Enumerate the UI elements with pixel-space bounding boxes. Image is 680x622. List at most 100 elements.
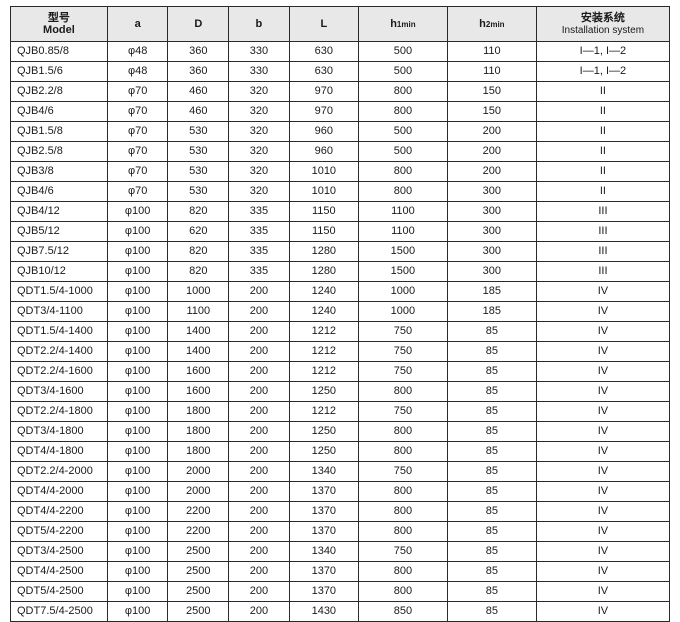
table-row: QDT2.2/4-1800φ1001800200121275085IV bbox=[11, 402, 670, 422]
cell-h1: 1000 bbox=[358, 302, 447, 322]
cell-a: φ100 bbox=[107, 522, 168, 542]
cell-L: 1212 bbox=[289, 402, 358, 422]
cell-model: QDT3/4-1800 bbox=[11, 422, 108, 442]
cell-a: φ100 bbox=[107, 202, 168, 222]
table-row: QDT3/4-1100φ100110020012401000185IV bbox=[11, 302, 670, 322]
cell-inst: III bbox=[536, 222, 669, 242]
cell-L: 1250 bbox=[289, 382, 358, 402]
cell-L: 630 bbox=[289, 42, 358, 62]
table-row: QJB1.5/8φ70530320960500200II bbox=[11, 122, 670, 142]
col-a: a bbox=[107, 7, 168, 42]
cell-model: QDT2.2/4-1800 bbox=[11, 402, 108, 422]
cell-inst: II bbox=[536, 102, 669, 122]
cell-model: QDT3/4-1100 bbox=[11, 302, 108, 322]
cell-b: 200 bbox=[229, 462, 290, 482]
cell-h1: 750 bbox=[358, 342, 447, 362]
cell-L: 1340 bbox=[289, 462, 358, 482]
cell-model: QJB2.2/8 bbox=[11, 82, 108, 102]
cell-model: QDT4/4-2000 bbox=[11, 482, 108, 502]
col-h2-sub: 2min bbox=[486, 20, 505, 29]
cell-inst: IV bbox=[536, 402, 669, 422]
cell-b: 330 bbox=[229, 42, 290, 62]
cell-b: 200 bbox=[229, 482, 290, 502]
cell-L: 1212 bbox=[289, 322, 358, 342]
table-row: QDT1.5/4-1400φ1001400200121275085IV bbox=[11, 322, 670, 342]
cell-b: 335 bbox=[229, 262, 290, 282]
cell-b: 200 bbox=[229, 502, 290, 522]
cell-L: 1370 bbox=[289, 562, 358, 582]
cell-a: φ48 bbox=[107, 62, 168, 82]
cell-inst: IV bbox=[536, 502, 669, 522]
table-row: QDT4/4-2500φ1002500200137080085IV bbox=[11, 562, 670, 582]
cell-inst: IV bbox=[536, 542, 669, 562]
table-body: QJB0.85/8φ48360330630500110I—1, I—2QJB1.… bbox=[11, 42, 670, 622]
cell-b: 320 bbox=[229, 182, 290, 202]
cell-inst: IV bbox=[536, 582, 669, 602]
cell-b: 320 bbox=[229, 122, 290, 142]
cell-inst: IV bbox=[536, 302, 669, 322]
cell-h1: 500 bbox=[358, 142, 447, 162]
col-inst: 安装系统 Installation system bbox=[536, 7, 669, 42]
cell-L: 970 bbox=[289, 82, 358, 102]
cell-h2: 300 bbox=[447, 242, 536, 262]
cell-model: QJB0.85/8 bbox=[11, 42, 108, 62]
col-b: b bbox=[229, 7, 290, 42]
cell-inst: IV bbox=[536, 602, 669, 622]
cell-a: φ100 bbox=[107, 582, 168, 602]
col-inst-en: Installation system bbox=[537, 25, 669, 36]
cell-h2: 85 bbox=[447, 402, 536, 422]
cell-L: 1212 bbox=[289, 342, 358, 362]
table-row: QJB7.5/12φ10082033512801500300III bbox=[11, 242, 670, 262]
cell-D: 1000 bbox=[168, 282, 229, 302]
cell-D: 820 bbox=[168, 242, 229, 262]
cell-h2: 150 bbox=[447, 102, 536, 122]
cell-L: 1370 bbox=[289, 582, 358, 602]
cell-model: QJB7.5/12 bbox=[11, 242, 108, 262]
cell-L: 1370 bbox=[289, 522, 358, 542]
cell-D: 2500 bbox=[168, 602, 229, 622]
cell-D: 460 bbox=[168, 82, 229, 102]
cell-b: 200 bbox=[229, 582, 290, 602]
cell-a: φ100 bbox=[107, 442, 168, 462]
cell-h2: 200 bbox=[447, 162, 536, 182]
cell-model: QDT3/4-1600 bbox=[11, 382, 108, 402]
cell-inst: IV bbox=[536, 362, 669, 382]
cell-a: φ100 bbox=[107, 342, 168, 362]
table-row: QDT2.2/4-1600φ1001600200121275085IV bbox=[11, 362, 670, 382]
table-row: QDT2.2/4-1400φ1001400200121275085IV bbox=[11, 342, 670, 362]
table-row: QJB5/12φ10062033511501100300III bbox=[11, 222, 670, 242]
cell-b: 200 bbox=[229, 362, 290, 382]
cell-a: φ100 bbox=[107, 422, 168, 442]
cell-D: 460 bbox=[168, 102, 229, 122]
cell-L: 1280 bbox=[289, 242, 358, 262]
cell-b: 320 bbox=[229, 102, 290, 122]
cell-b: 200 bbox=[229, 562, 290, 582]
cell-a: φ100 bbox=[107, 282, 168, 302]
cell-D: 360 bbox=[168, 62, 229, 82]
cell-b: 200 bbox=[229, 402, 290, 422]
cell-inst: IV bbox=[536, 282, 669, 302]
cell-L: 1010 bbox=[289, 182, 358, 202]
cell-h2: 85 bbox=[447, 462, 536, 482]
cell-a: φ70 bbox=[107, 162, 168, 182]
cell-L: 960 bbox=[289, 122, 358, 142]
cell-model: QDT5/4-2500 bbox=[11, 582, 108, 602]
cell-a: φ100 bbox=[107, 502, 168, 522]
cell-b: 320 bbox=[229, 82, 290, 102]
table-row: QJB4/6φ70460320970800150II bbox=[11, 102, 670, 122]
cell-h2: 300 bbox=[447, 262, 536, 282]
cell-D: 1100 bbox=[168, 302, 229, 322]
cell-D: 2200 bbox=[168, 502, 229, 522]
cell-D: 1800 bbox=[168, 442, 229, 462]
cell-a: φ100 bbox=[107, 602, 168, 622]
cell-inst: IV bbox=[536, 482, 669, 502]
cell-D: 2500 bbox=[168, 562, 229, 582]
cell-D: 1800 bbox=[168, 402, 229, 422]
table-row: QJB4/12φ10082033511501100300III bbox=[11, 202, 670, 222]
table-row: QJB3/8φ705303201010800200II bbox=[11, 162, 670, 182]
cell-D: 530 bbox=[168, 142, 229, 162]
cell-inst: IV bbox=[536, 342, 669, 362]
col-model: 型号 Model bbox=[11, 7, 108, 42]
cell-a: φ100 bbox=[107, 482, 168, 502]
cell-L: 1150 bbox=[289, 222, 358, 242]
